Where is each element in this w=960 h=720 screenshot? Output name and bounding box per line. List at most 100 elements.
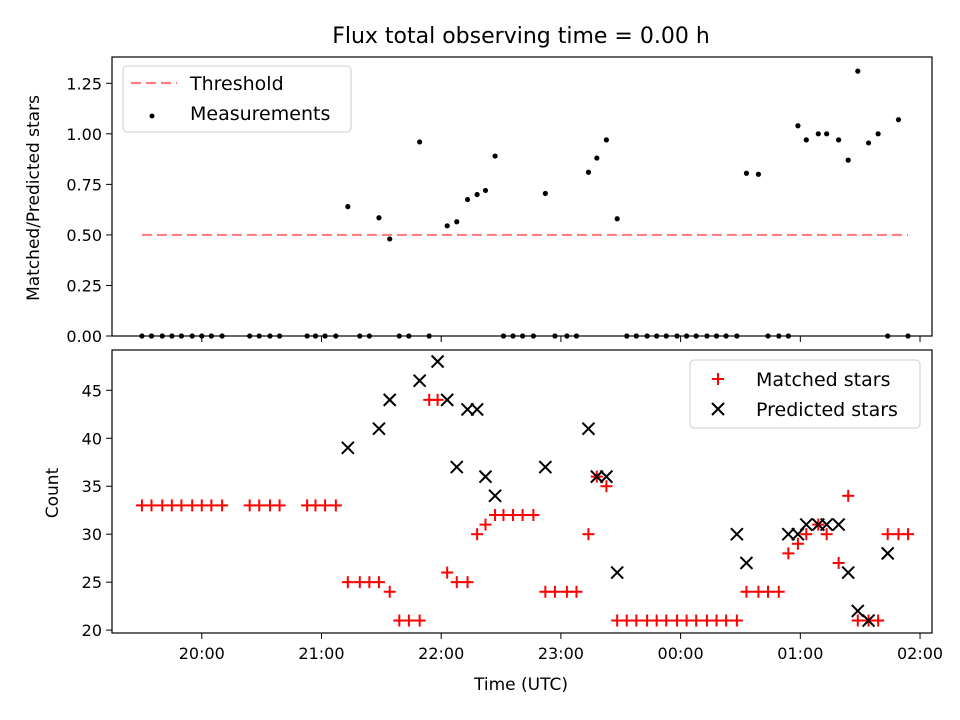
measurement-point: [444, 223, 450, 229]
predicted-star-marker: [440, 393, 454, 407]
ratio-subplot: Matched/Predicted stars 0.00 0.25 0.50 0.75…: [24, 56, 933, 346]
matched-legend-marker: [712, 373, 724, 385]
matched-star-marker: [329, 499, 342, 512]
top-y-tick-label: 0.75: [66, 175, 102, 194]
predicted-star-marker-b: [460, 402, 475, 417]
measurement-point: [464, 196, 471, 203]
matched-star-marker: [253, 499, 266, 512]
measurement-point: [594, 155, 600, 161]
measurement-point: [845, 157, 851, 163]
matched-star-marker: [730, 614, 743, 627]
top-data-marks: [139, 68, 911, 339]
bottom-x-tick-label: 20:00: [179, 644, 225, 663]
measurement-point: [417, 139, 423, 145]
bottom-x-tick-label: 00:00: [658, 644, 704, 663]
predicted-star-marker-b: [851, 604, 865, 618]
predicted-star-marker: [450, 460, 464, 474]
measurement-point: [585, 169, 592, 175]
top-legend-box: [122, 65, 352, 133]
matched-star-marker: [450, 576, 463, 589]
predicted-star-marker-b: [412, 373, 427, 388]
matched-star-marker: [740, 585, 753, 598]
predicted-star-marker-b: [372, 421, 386, 436]
measurement-point: [454, 219, 460, 225]
matched-star-marker: [216, 499, 229, 512]
matched-star-marker: [902, 528, 915, 541]
matched-star-marker: [341, 576, 354, 589]
predicted-star-marker: [488, 489, 502, 503]
predicted-star-marker-b: [450, 460, 464, 474]
bottom-y-ticks: 20 25 30 35 40 45: [82, 381, 112, 640]
x-axis-label: Time (UTC): [473, 675, 568, 695]
matched-star-marker: [441, 566, 454, 579]
measurement-point: [743, 170, 750, 176]
predicted-star-marker-b: [383, 393, 397, 407]
matched-star-marker: [842, 489, 855, 502]
bottom-x-tick-label: 22:00: [418, 644, 464, 663]
bottom-y-tick-label: 20: [82, 621, 102, 640]
bottom-x-tick-label: 02:00: [897, 644, 943, 663]
predicted-star-marker-b: [610, 565, 624, 580]
matched-star-marker: [832, 556, 845, 569]
matched-star-marker: [471, 528, 484, 541]
predicted-star-marker: [730, 527, 744, 541]
bottom-y-tick-label: 30: [82, 525, 102, 544]
measurement-point: [836, 137, 842, 143]
matched-star-marker: [762, 585, 774, 598]
top-y-ticks: 0.00 0.25 0.50 0.75 1.00 1.25: [66, 74, 112, 346]
bottom-y-axis-label: Count: [43, 467, 63, 518]
predicted-star-marker-b: [861, 613, 876, 628]
predicted-star-marker-b: [341, 441, 355, 455]
measurement-point: [614, 216, 620, 222]
predicted-star-marker-b: [881, 546, 895, 561]
figure-title: Flux total observing time = 0.00 h: [332, 24, 710, 49]
bottom-y-tick-label: 40: [82, 429, 102, 448]
matched-star-marker: [479, 518, 492, 531]
bottom-legend-box: [689, 359, 921, 429]
predicted-star-marker: [372, 421, 386, 436]
measurement-point: [855, 68, 861, 74]
predicted-star-marker-b: [488, 489, 502, 503]
count-subplot: Count Time (UTC) 20 25 30 35 40 45 20:00 21:00…: [43, 349, 943, 695]
measurement-point: [603, 137, 609, 143]
top-y-tick-label: 0.00: [66, 327, 102, 346]
bottom-y-tick-label: 35: [82, 477, 102, 496]
matched-star-marker: [319, 499, 332, 512]
predicted-star-marker-b: [478, 469, 493, 484]
matched-star-marker: [402, 614, 415, 627]
matched-star-marker: [690, 614, 703, 627]
predicted-star-marker-b: [819, 517, 834, 532]
predicted-star-marker-b: [831, 517, 846, 532]
measurement-point: [376, 215, 382, 221]
matched-star-marker: [431, 393, 444, 406]
matched-star-marker: [791, 537, 804, 550]
bottom-x-tick-label: 21:00: [298, 644, 344, 663]
bottom-data-marks: [135, 354, 915, 628]
matched-star-marker: [820, 528, 833, 541]
predicted-star-marker: [831, 517, 846, 532]
predicted-star-marker: [460, 402, 475, 417]
predicted-star-marker: [341, 441, 355, 455]
predicted-star-marker: [739, 556, 754, 570]
matched-star-marker: [630, 614, 643, 627]
predicted-star-marker-b: [799, 517, 814, 532]
bottom-plot-frame: [111, 349, 933, 634]
predicted-star-marker-b: [841, 565, 855, 580]
predicted-star-marker-b: [739, 556, 754, 570]
matched-star-marker: [872, 614, 885, 627]
matched-star-marker: [413, 614, 426, 627]
top-y-tick-label: 1.25: [66, 74, 102, 93]
predicted-star-marker: [841, 565, 855, 580]
bottom-x-tick-label: 01:00: [777, 644, 823, 663]
measurement-point: [542, 190, 548, 197]
top-legend: Threshold Measurements: [122, 65, 352, 133]
predicted-star-marker-b: [730, 527, 744, 541]
bottom-x-ticks: 20:00 21:00 22:00 23:00 00:00 01:00 02:00: [179, 633, 943, 663]
matched-star-marker: [175, 499, 188, 512]
matched-star-marker: [372, 576, 385, 589]
predicted-star-marker-b: [430, 354, 445, 369]
bottom-y-tick-label: 25: [82, 573, 102, 592]
measurement-point: [387, 236, 393, 242]
measurement-point: [875, 131, 881, 137]
